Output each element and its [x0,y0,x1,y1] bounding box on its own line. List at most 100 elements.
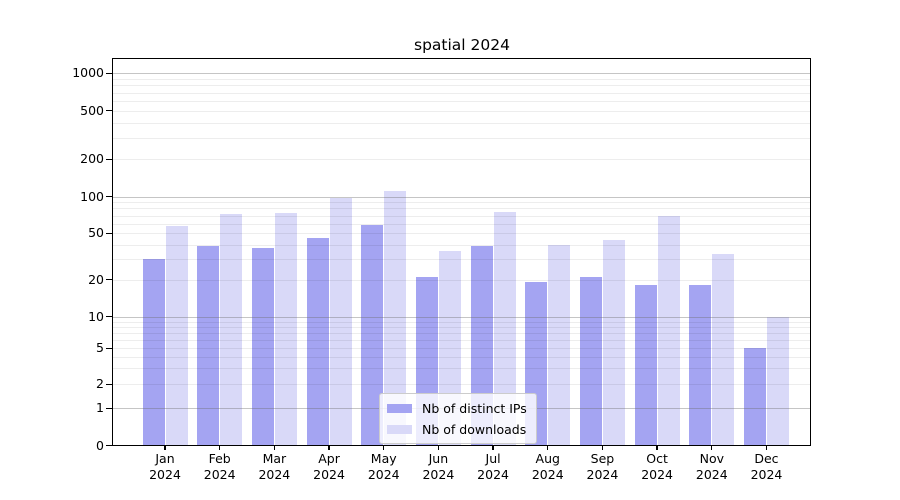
x-tick-mark [437,446,440,450]
y-tick-mark [106,444,113,447]
gridline-minor [113,92,810,94]
y-tick-mark [106,72,113,74]
bar-distinct-ips [306,237,329,446]
x-tick-mark [273,446,276,450]
x-tick-mark [328,446,330,450]
gridline-minor [113,159,810,161]
x-tick-label: May 2024 [367,451,400,482]
gridline-minor [113,122,810,124]
y-tick-label: 0 [96,437,104,453]
bar-downloads [329,197,352,446]
legend-swatch-downloads [387,424,412,434]
legend-swatch-distinct-ips [387,403,412,413]
x-tick-mark [492,446,494,450]
gridline-major [113,73,810,75]
gridline-minor [113,326,810,328]
y-tick-label: 20 [88,271,104,287]
gridline-minor [113,137,810,139]
y-tick-label: 200 [80,151,104,167]
y-tick-label: 10 [88,308,104,324]
y-tick-label: 2 [96,376,104,392]
y-tick-label: 100 [80,188,104,204]
legend-item-downloads: Nb of downloads [387,420,527,438]
bar-downloads [165,226,188,446]
x-tick-label: Jun 2024 [422,451,455,482]
gridline-minor [113,223,810,225]
y-tick-mark [106,316,113,318]
y-tick-mark [106,383,113,385]
gridline-minor [113,259,810,261]
x-tick-mark [547,446,549,450]
gridline-minor [113,332,810,334]
gridline-major [113,196,810,198]
gridline-minor [113,279,810,281]
legend-item-distinct-ips: Nb of distinct IPs [387,399,527,417]
gridline-minor [113,215,810,217]
x-tick-mark [383,446,385,450]
bar-downloads [220,214,243,446]
gridline-minor [113,348,810,350]
y-tick-label: 500 [80,102,104,118]
bar-downloads [766,316,789,446]
x-tick-label: Nov 2024 [695,451,728,482]
bar-downloads [712,254,735,446]
x-tick-mark [164,446,166,450]
legend-label-downloads: Nb of downloads [422,421,527,437]
x-tick-label: Dec 2024 [750,451,783,482]
gridline-minor [113,233,810,235]
x-tick-mark [765,446,768,450]
y-tick-mark [106,110,113,112]
x-tick-label: Feb 2024 [203,451,236,482]
bar-distinct-ips [197,245,220,446]
chart-title: spatial 2024 [414,36,510,54]
bar-distinct-ips [361,225,384,446]
y-tick-mark [106,347,113,349]
y-tick-mark [106,196,113,198]
gridline-minor [113,339,810,341]
legend: Nb of distinct IPs Nb of downloads [379,393,537,444]
gridline-minor [113,202,810,204]
x-tick-label: Mar 2024 [258,451,291,482]
bar-distinct-ips [251,248,274,446]
bar-distinct-ips [634,285,657,446]
gridline-minor [113,100,810,102]
x-tick-label: Aug 2024 [531,451,564,482]
x-tick-label: Apr 2024 [313,451,345,482]
bar-distinct-ips [743,348,766,446]
x-tick-mark [711,446,713,450]
gridline-minor [113,110,810,112]
gridline-minor [113,321,810,323]
y-tick-mark [106,232,113,234]
x-tick-mark [218,446,221,450]
x-tick-mark [601,446,604,450]
gridline-minor [113,85,810,87]
y-tick-label: 5 [96,340,104,356]
x-tick-label: Oct 2024 [641,451,674,482]
gridline-major [113,316,810,318]
x-tick-label: Jul 2024 [477,451,509,482]
bar-distinct-ips [579,277,602,446]
y-tick-mark [106,158,113,160]
gridline-minor [113,208,810,210]
legend-label-distinct-ips: Nb of distinct IPs [422,400,527,416]
bar-downloads [274,212,297,446]
y-tick-label: 1 [96,400,104,416]
bar-downloads [548,244,571,446]
gridline-minor [113,368,810,370]
bar-distinct-ips [689,285,712,446]
gridline-minor [113,78,810,80]
x-tick-label: Jan 2024 [149,451,181,482]
x-tick-label: Sep 2024 [586,451,619,482]
gridline-minor [113,384,810,386]
y-tick-label: 50 [88,225,104,241]
y-tick-label: 1000 [72,65,104,81]
y-tick-mark [106,278,113,281]
bar-downloads [657,215,680,446]
y-tick-mark [106,407,113,409]
gridline-minor [113,244,810,246]
bar-downloads [384,190,407,446]
x-tick-mark [656,446,658,450]
gridline-minor [113,357,810,359]
bar-downloads [602,239,625,446]
